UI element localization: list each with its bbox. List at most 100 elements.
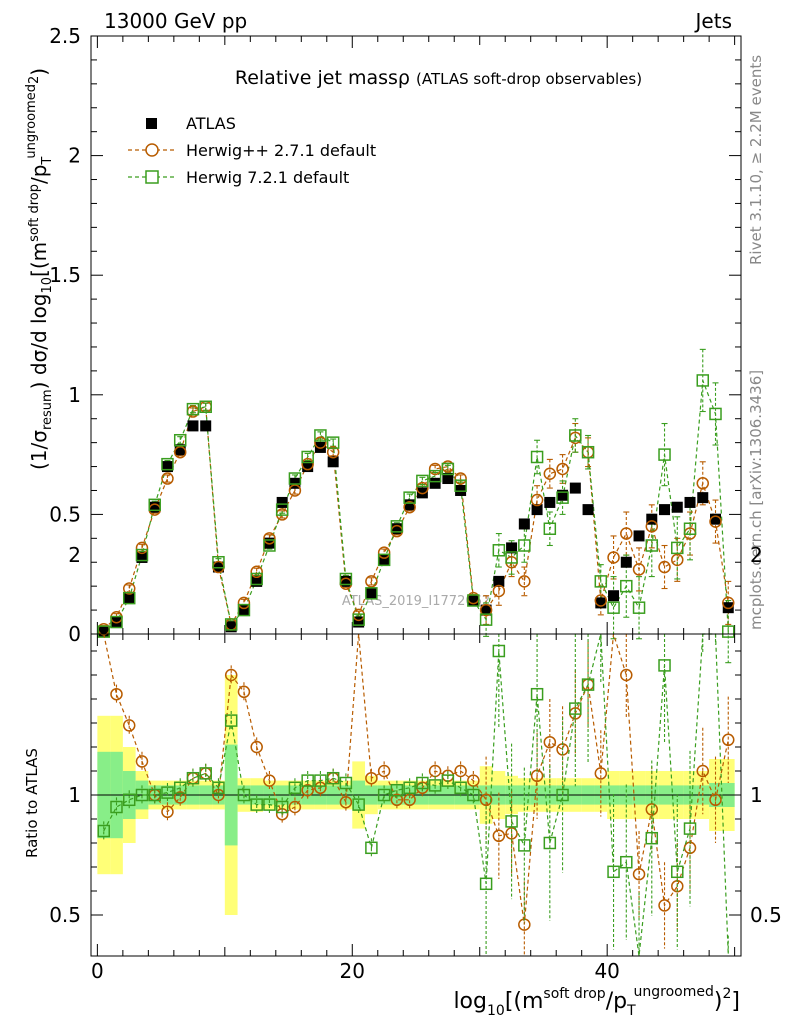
herwig7-ratio-point <box>186 771 200 785</box>
atlas-point <box>391 523 403 535</box>
herwigpp-point <box>454 472 467 485</box>
ratio-y-tick-label-right: 2 <box>750 543 763 567</box>
herwig7-ratio-point <box>428 779 442 792</box>
herwigpp-point <box>658 560 671 574</box>
header-jets-label: Jets <box>694 9 732 33</box>
atlas-point <box>620 556 632 568</box>
herwig7-ratio-point <box>301 774 314 787</box>
herwigpp-ratio-point <box>263 774 276 787</box>
herwigpp-point <box>403 500 416 514</box>
legend-herwigpp-marker <box>145 143 159 157</box>
main-panel: ATLAS_2019_I1772062 0 0.5 1 1.5 2 2.5 Relativ… <box>24 24 742 664</box>
herwig7-point <box>352 613 365 626</box>
main-axis-ticks: 0 0.5 1 1.5 2 2.5 <box>49 24 741 646</box>
atlas-point <box>161 461 173 473</box>
atlas-point <box>276 496 288 508</box>
herwig7-point <box>275 503 289 516</box>
herwigpp-point <box>301 457 314 471</box>
herwigpp-ratio-point <box>377 764 391 778</box>
herwig7-ratio-point <box>365 841 378 855</box>
herwig7-point <box>594 575 608 588</box>
atlas-point <box>429 477 441 489</box>
legend-atlas-marker <box>146 118 157 129</box>
atlas-point <box>569 482 581 494</box>
atlas-point <box>200 420 212 432</box>
herwig7-point <box>365 587 378 600</box>
atlas-point <box>467 595 479 607</box>
herwig7-ratio-point <box>556 788 569 802</box>
herwig7-point <box>212 555 225 569</box>
herwig7-ratio-point <box>122 793 136 807</box>
atlas-point <box>149 501 161 513</box>
herwig7-ratio-point <box>148 788 161 802</box>
herwig7-point <box>377 553 391 567</box>
herwigpp-point <box>479 603 493 617</box>
herwigpp-ratio-point <box>479 793 493 807</box>
herwigpp-ratio-point <box>365 771 378 785</box>
herwig7-ratio-point <box>352 798 365 811</box>
herwig7-ratio-point <box>97 824 110 838</box>
herwig7-point <box>186 402 200 416</box>
atlas-point <box>671 501 683 513</box>
herwig7-ratio-point <box>390 783 404 797</box>
mcplots-label: mcplots.cern.ch [arXiv:1306.3436] <box>747 370 765 630</box>
herwig7-point <box>518 539 531 552</box>
atlas-point <box>98 626 110 638</box>
legend-herwig7-marker <box>145 170 159 184</box>
atlas-point <box>544 496 556 508</box>
legend-herwig7-label: Herwig 7.2.1 default <box>186 168 349 187</box>
herwig7-point <box>645 539 659 552</box>
herwigpp-ratio-point <box>161 805 174 819</box>
herwig7-ratio-point <box>454 781 467 795</box>
herwigpp-point <box>122 582 136 595</box>
herwig7-ratio-point <box>518 839 531 852</box>
herwig7-ratio-point <box>339 776 353 790</box>
atlas-point <box>531 504 543 516</box>
x-tick-label: 40 <box>594 959 619 983</box>
herwig7-point <box>479 613 493 626</box>
atlas-point <box>582 504 594 516</box>
herwig7-point <box>530 450 544 464</box>
atlas-point <box>442 473 454 485</box>
herwigpp-point <box>645 520 659 533</box>
herwig7-point <box>237 603 251 617</box>
herwig7-ratio-point <box>250 798 263 811</box>
herwig7-ratio-point <box>505 815 518 828</box>
atlas-point <box>633 530 645 542</box>
ratio-y-tick-label: 2 <box>68 543 81 567</box>
herwig7-point <box>122 591 136 605</box>
herwigpp-ratio-point <box>722 733 735 747</box>
herwigpp-ratio-point <box>301 783 314 797</box>
atlas-point <box>353 616 365 628</box>
herwigpp-ratio-point <box>543 735 557 749</box>
x-tick-label: 20 <box>340 959 365 983</box>
main-y-tick-label: 0 <box>68 622 81 646</box>
herwig7-ratio-line <box>103 633 729 957</box>
ratio-y-tick-label: 0.5 <box>49 903 81 927</box>
herwig7-ratio-point <box>173 781 187 795</box>
herwig7-point <box>301 450 314 464</box>
herwigpp-ratio-point <box>620 668 633 682</box>
herwigpp-ratio-point <box>696 764 710 778</box>
herwig7-point <box>467 594 480 607</box>
atlas-point <box>404 499 416 511</box>
herwig7-ratio-point <box>263 798 276 811</box>
atlas-point <box>697 492 709 504</box>
atlas-point <box>174 444 186 456</box>
herwig7-point <box>683 522 697 536</box>
herwigpp-ratio-point <box>237 685 251 699</box>
herwig7-point <box>671 541 684 555</box>
atlas-point <box>659 504 671 516</box>
herwigpp-ratio-point <box>632 867 646 881</box>
herwigpp-point <box>173 445 187 459</box>
herwigpp-point <box>632 563 646 576</box>
atlas-point <box>225 621 237 633</box>
herwigpp-point <box>135 541 149 555</box>
ratio-axis-ticks: 0.5 0.51 12 20 20 40 <box>49 543 782 983</box>
herwig7-ratio-point <box>314 774 327 787</box>
herwig7-point <box>543 522 557 536</box>
herwigpp-point <box>314 436 327 449</box>
herwig7-point <box>148 498 161 512</box>
herwig7-point <box>722 625 735 638</box>
herwig7-point <box>709 407 722 421</box>
